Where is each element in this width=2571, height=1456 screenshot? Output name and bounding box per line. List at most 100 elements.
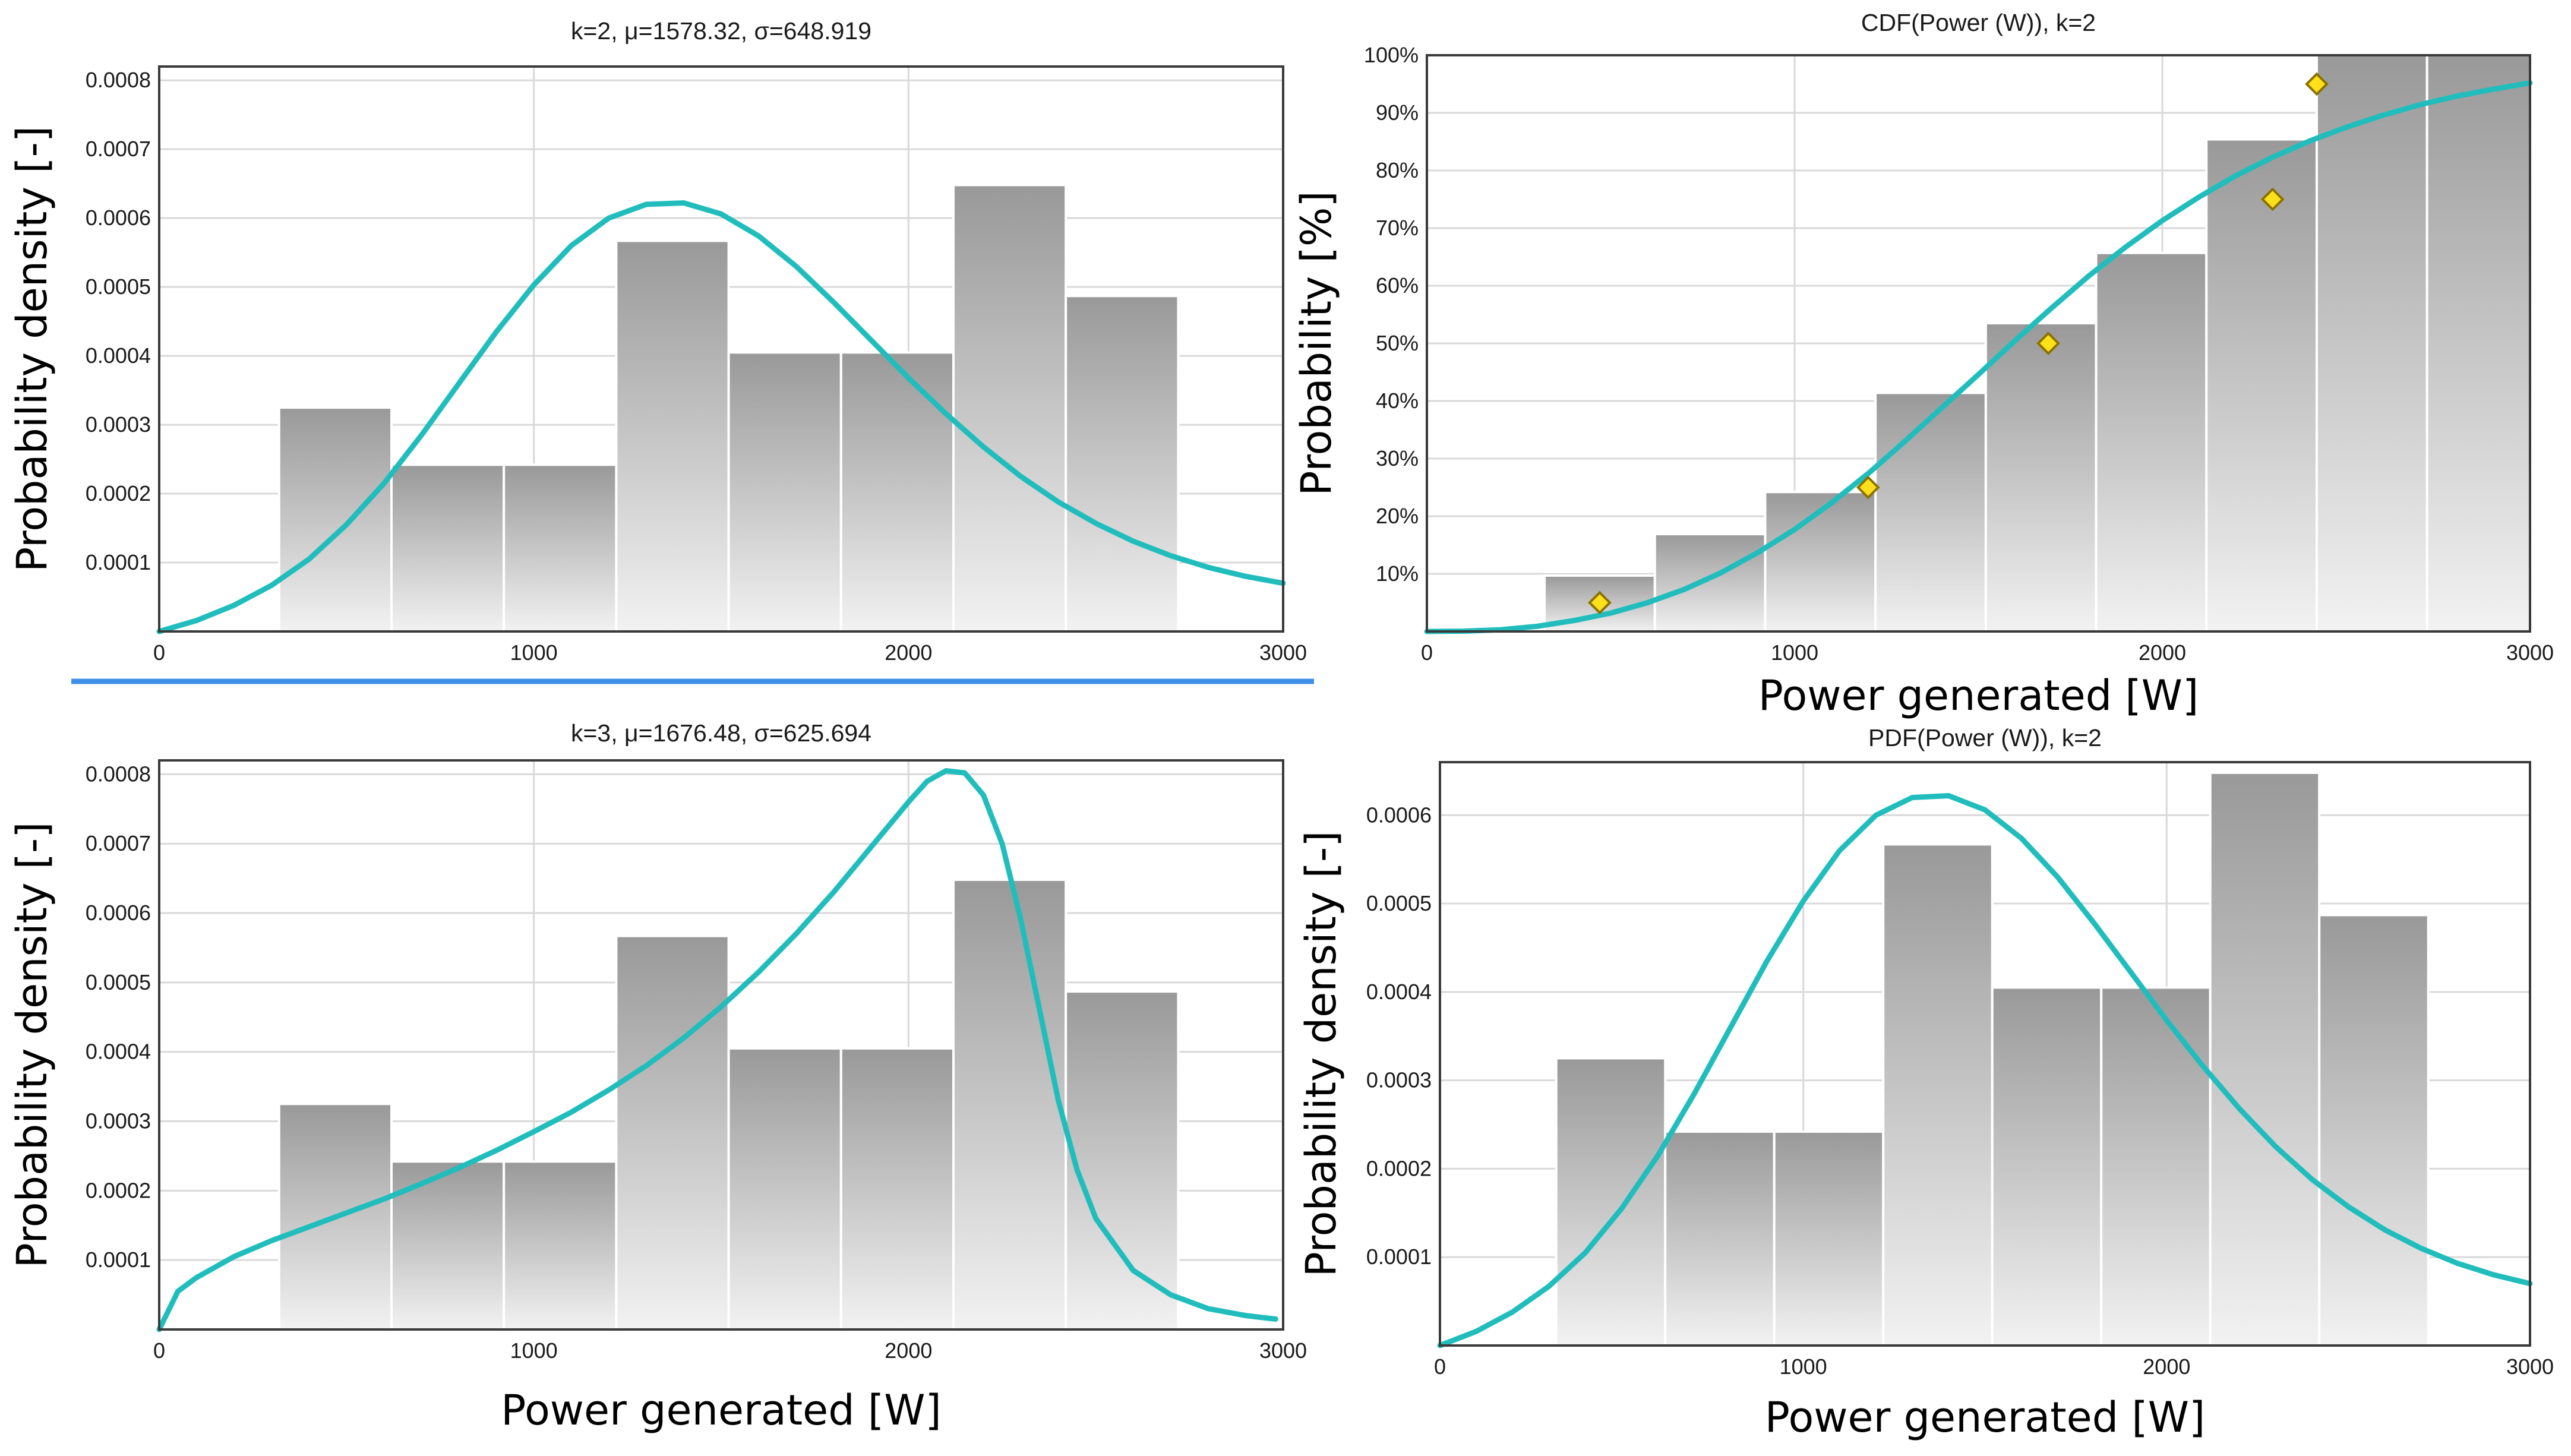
y-tick-label: 0.0002 (86, 1178, 151, 1202)
cdf-data-point (1856, 475, 1880, 500)
histogram-bar (1065, 990, 1180, 1331)
histogram-bar (615, 934, 730, 1331)
histogram-bar (952, 878, 1067, 1331)
x-tick-label: 3000 (1259, 1338, 1307, 1363)
histogram-bar (2315, 54, 2428, 633)
y-tick-label: 70% (1376, 216, 1419, 240)
y-tick-label: 0.0003 (86, 1109, 151, 1133)
cdf-data-point (2305, 72, 2329, 96)
chart-pdf-k3: 0 1000 2000 3000 0.0001 0.0002 0.0003 0.0004 0.0… (8, 719, 1307, 1435)
x-tick-label: 3000 (1259, 640, 1307, 665)
histogram-bar (839, 1047, 955, 1331)
y-tick-label: 20% (1376, 504, 1419, 528)
x-tick-label: 1000 (1771, 640, 1818, 665)
chart-title: PDF(Power (W)), k=2 (1868, 724, 2102, 751)
y-axis-label: Probability density [-] (8, 822, 56, 1268)
histogram-bar (2205, 138, 2318, 633)
histogram-bar (1065, 295, 1180, 633)
x-tick-label: 1000 (510, 640, 558, 665)
histogram-bar (727, 351, 842, 633)
y-tick-label: 0.0008 (86, 68, 151, 92)
plot-frame (158, 65, 1284, 633)
histogram-bar (1874, 391, 1987, 633)
histogram-bar (2425, 54, 2531, 633)
x-tick-label: 2000 (2139, 640, 2186, 665)
y-tick-label: 0.0002 (1366, 1156, 1432, 1180)
histogram-bar (615, 239, 730, 633)
y-tick-label: 80% (1376, 158, 1419, 182)
x-tick-label: 0 (1434, 1354, 1446, 1379)
y-tick-label: 100% (1364, 43, 1419, 67)
y-tick-label: 0.0006 (1366, 803, 1432, 827)
fitted-curve (1437, 793, 2533, 1348)
y-axis-label: Probability density [-] (8, 126, 56, 572)
y-tick-label: 0.0004 (1366, 980, 1432, 1004)
histogram-bar (839, 351, 955, 633)
x-axis-label: Power generated [W] (501, 1386, 942, 1435)
y-tick-label: 0.0001 (1366, 1245, 1432, 1269)
histogram-bar (1882, 843, 1994, 1347)
histogram-bar (503, 463, 618, 633)
fitted-curve (156, 768, 1278, 1332)
chart-pdf-k2-b: 0 1000 2000 3000 0.0001 0.0002 0.0003 0.0004 0.0… (1297, 724, 2554, 1442)
x-tick-label: 0 (1421, 640, 1433, 665)
x-axis-label: Power generated [W] (1758, 671, 2199, 720)
histogram-bar (390, 463, 506, 633)
x-axis-label: Power generated [W] (1765, 1393, 2206, 1442)
histogram-bar (277, 406, 393, 633)
y-tick-label: 0.0003 (1366, 1068, 1432, 1092)
histogram-bar (1991, 986, 2103, 1347)
histogram-bar (2318, 914, 2430, 1347)
y-tick-label: 0.0001 (86, 550, 151, 574)
cdf-data-point (1588, 590, 1612, 615)
x-tick-label: 2000 (885, 1338, 932, 1363)
fitted-curve (1424, 80, 2533, 634)
y-tick-label: 0.0006 (86, 206, 151, 230)
y-tick-label: 0.0005 (86, 970, 151, 994)
y-tick-label: 0.0006 (86, 901, 151, 925)
plot-frame (158, 759, 1284, 1331)
fitted-curve (156, 200, 1286, 634)
y-axis-label: Probability density [-] (1297, 830, 1345, 1277)
histogram-bar (2095, 251, 2208, 633)
histogram-bar (503, 1160, 618, 1331)
histogram-bar (1555, 1057, 1667, 1347)
x-tick-label: 2000 (885, 640, 932, 665)
x-tick-label: 0 (153, 1338, 165, 1363)
x-tick-label: 3000 (2506, 640, 2554, 665)
x-tick-label: 1000 (1780, 1354, 1827, 1379)
chart-cdf-k2: 0 1000 2000 3000 10% 20% 30% 40% 50% 60% 70% 80% 90%… (1292, 9, 2554, 720)
y-tick-label: 0.0005 (86, 274, 151, 299)
histogram-bar (1664, 1130, 1776, 1347)
histogram-bar (1653, 533, 1767, 633)
y-tick-label: 0.0004 (86, 343, 151, 368)
cdf-data-point (2036, 331, 2060, 355)
histogram-bar (1773, 1130, 1885, 1347)
y-tick-label: 30% (1376, 446, 1419, 470)
y-tick-label: 0.0008 (86, 762, 151, 786)
y-tick-label: 90% (1376, 100, 1419, 125)
histogram-bar (2209, 771, 2321, 1347)
chart-pdf-k2: 0 1000 2000 3000 0.0001 0.0002 0.0003 0.0004 0.0… (8, 17, 1307, 665)
y-tick-label: 0.0002 (86, 481, 151, 506)
x-tick-label: 0 (153, 640, 165, 665)
y-tick-label: 0.0007 (86, 137, 151, 161)
histogram-bar (727, 1047, 842, 1331)
y-axis-label: Probability [%] (1292, 191, 1341, 495)
y-tick-label: 40% (1376, 389, 1419, 413)
histogram-bar (1984, 322, 2098, 633)
chart-title: k=3, μ=1676.48, σ=625.694 (571, 719, 871, 747)
y-tick-label: 0.0005 (1366, 891, 1432, 915)
y-tick-label: 50% (1376, 331, 1419, 355)
chart-title: k=2, μ=1578.32, σ=648.919 (571, 17, 871, 45)
histogram-bar (2100, 986, 2212, 1347)
chart-title: CDF(Power (W)), k=2 (1861, 9, 2096, 36)
x-tick-label: 2000 (2143, 1354, 2190, 1379)
y-tick-label: 0.0001 (86, 1247, 151, 1272)
x-tick-label: 3000 (2506, 1354, 2554, 1379)
x-tick-label: 1000 (510, 1338, 558, 1363)
plot-frame (1439, 761, 2531, 1347)
cdf-data-point (2260, 187, 2285, 211)
y-tick-label: 60% (1376, 273, 1419, 298)
